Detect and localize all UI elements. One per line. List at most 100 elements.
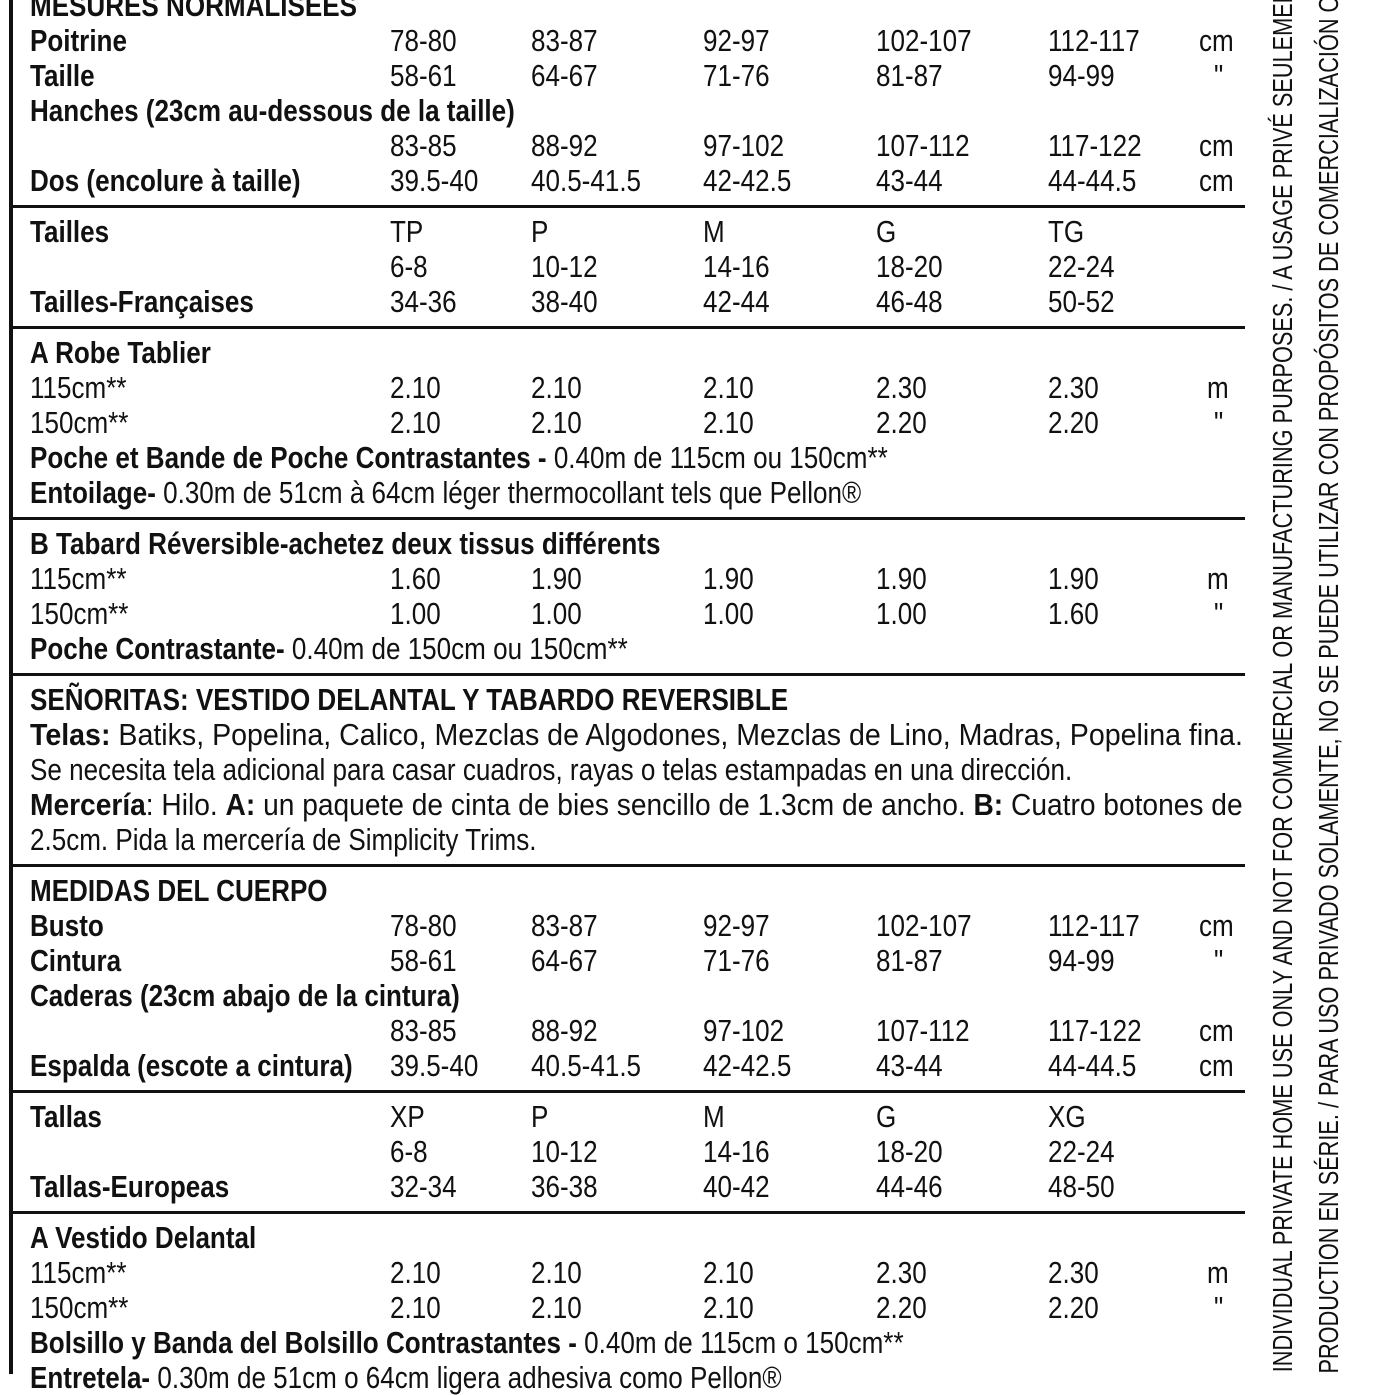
value-cell: 2.10 xyxy=(390,370,450,405)
value-text: 44-44.5 xyxy=(1048,1048,1137,1083)
table-row: Telas: Batiks, Popelina, Calico, Mezclas… xyxy=(12,717,1245,752)
text: 115cm** xyxy=(30,561,127,596)
bold-text: Poche Contrastante- xyxy=(30,631,292,666)
value-text: 83-85 xyxy=(390,1013,457,1048)
value-cell: 2.10 xyxy=(390,405,450,440)
row-label-text: Tailles xyxy=(30,214,109,249)
value-cell: 97-102 xyxy=(703,128,800,163)
value-cell: 2.30 xyxy=(876,1255,936,1290)
value-cell: XG xyxy=(1048,1099,1093,1134)
value-text: 83-87 xyxy=(531,23,598,58)
value-cell: 2.20 xyxy=(876,405,936,440)
value-text: 44-46 xyxy=(876,1169,943,1204)
row-label: 115cm** xyxy=(30,370,145,405)
unit-cell: " xyxy=(1198,405,1242,440)
value-text: 64-67 xyxy=(531,943,598,978)
section: A Vestido Delantal 115cm** 2.10 2.10 2.10 2.3… xyxy=(12,1211,1245,1395)
bold-text: Cintura xyxy=(30,943,122,978)
row-label-text: Poche et Bande de Poche Contrastantes - … xyxy=(30,440,888,475)
row-label-text: Dos (encolure à taille) xyxy=(30,163,301,198)
value-text: 1.90 xyxy=(1048,561,1099,596)
text: un paquete de cinta de bies sencillo de … xyxy=(255,787,974,822)
value-cell: 58-61 xyxy=(390,58,469,93)
unit-text: " xyxy=(1214,1290,1224,1325)
value-text: 71-76 xyxy=(703,943,770,978)
value-cell: 71-76 xyxy=(703,58,782,93)
row-label: Taille xyxy=(30,58,107,93)
value-text: 40-42 xyxy=(703,1169,770,1204)
bold-text: SEÑORITAS: VESTIDO DELANTAL Y TABARDO RE… xyxy=(30,682,789,717)
value-cell: 18-20 xyxy=(876,1134,955,1169)
table-row: Busto 78-80 83-87 92-97 102-107 112-117 cm xyxy=(12,908,1245,943)
value-cell: 38-40 xyxy=(531,284,610,319)
bold-text: Busto xyxy=(30,908,104,943)
value-cell: 97-102 xyxy=(703,1013,800,1048)
unit-cell: cm xyxy=(1198,908,1242,943)
table-row: 2.5cm. Pida la mercería de Simplicity Tr… xyxy=(12,822,1245,857)
unit-cell: cm xyxy=(1198,128,1242,163)
text: 150cm** xyxy=(30,596,129,631)
value-cell: 81-87 xyxy=(876,58,955,93)
table-row: Poitrine 78-80 83-87 92-97 102-107 112-117 cm xyxy=(12,23,1245,58)
row-label: MEDIDAS DEL CUERPO xyxy=(30,873,384,908)
value-text: 22-24 xyxy=(1048,1134,1115,1169)
table-row: B Tabard Réversible-achetez deux tissus … xyxy=(12,526,1245,561)
value-text: 18-20 xyxy=(876,1134,943,1169)
row-label: Busto xyxy=(30,908,118,943)
value-cell: 2.10 xyxy=(531,370,591,405)
value-text: 107-112 xyxy=(876,128,970,163)
table-row: 150cm** 2.10 2.10 2.10 2.20 2.20 " xyxy=(12,1290,1245,1325)
value-text: 2.30 xyxy=(1048,1255,1099,1290)
value-text: XP xyxy=(390,1099,425,1134)
bold-text: Caderas (23cm abajo de la cintura) xyxy=(30,978,460,1013)
value-text: 117-122 xyxy=(1048,128,1142,163)
unit-text: m xyxy=(1207,561,1229,596)
row-label: Cintura xyxy=(30,943,139,978)
value-cell: 58-61 xyxy=(390,943,469,978)
bold-text: Hanches (23cm au-dessous de la taille) xyxy=(30,93,515,128)
row-label-text: Hanches (23cm au-dessous de la taille) xyxy=(30,93,515,128)
row-label-text: Entretela- 0.30m de 51cm o 64cm ligera a… xyxy=(30,1360,782,1395)
value-text: 42-44 xyxy=(703,284,770,319)
value-cell: 88-92 xyxy=(531,128,610,163)
row-label-text: 115cm** xyxy=(30,561,126,596)
row-label: Mercería: Hilo. A: un paquete de cinta d… xyxy=(30,787,1366,822)
value-text: 50-52 xyxy=(1048,284,1115,319)
bold-text: Tallas-Europeas xyxy=(30,1169,230,1204)
row-label: Hanches (23cm au-dessous de la taille) xyxy=(30,93,607,128)
value-cell: 1.90 xyxy=(876,561,936,596)
value-cell: 83-85 xyxy=(390,128,469,163)
value-cell: XP xyxy=(390,1099,431,1134)
value-text: 48-50 xyxy=(1048,1169,1115,1204)
row-label: Telas: Batiks, Popelina, Calico, Mezclas… xyxy=(30,717,1346,752)
value-cell: 10-12 xyxy=(531,249,610,284)
value-cell: M xyxy=(703,1099,729,1134)
value-cell: 92-97 xyxy=(703,23,782,58)
value-cell: 2.30 xyxy=(1048,1255,1108,1290)
value-text: 112-117 xyxy=(1048,908,1140,943)
value-cell: 107-112 xyxy=(876,1013,987,1048)
row-label: 150cm** xyxy=(30,405,147,440)
value-cell: 18-20 xyxy=(876,249,955,284)
value-text: M xyxy=(703,1099,725,1134)
value-text: 2.30 xyxy=(876,1255,927,1290)
value-text: 81-87 xyxy=(876,58,943,93)
value-cell: 92-97 xyxy=(703,908,782,943)
value-cell: 2.10 xyxy=(390,1290,450,1325)
value-cell: 1.60 xyxy=(1048,596,1108,631)
section: MEDIDAS DEL CUERPO Busto 78-80 83-87 92-97 10… xyxy=(12,864,1245,1083)
table-row: 150cm** 2.10 2.10 2.10 2.20 2.20 " xyxy=(12,405,1245,440)
value-cell: 44-44.5 xyxy=(1048,163,1153,198)
value-cell: 34-36 xyxy=(390,284,469,319)
value-text: 2.20 xyxy=(876,1290,927,1325)
bold-text: Espalda (escote a cintura) xyxy=(30,1048,353,1083)
row-label-text: Busto xyxy=(30,908,104,943)
table-row: Cintura 58-61 64-67 71-76 81-87 94-99 " xyxy=(12,943,1245,978)
row-label-text: Poitrine xyxy=(30,23,127,58)
bold-text: A Vestido Delantal xyxy=(30,1220,257,1255)
value-cell: 1.90 xyxy=(531,561,591,596)
table-row: Entretela- 0.30m de 51cm o 64cm ligera a… xyxy=(12,1360,1245,1395)
row-label: Tallas xyxy=(30,1099,116,1134)
value-cell: 36-38 xyxy=(531,1169,610,1204)
value-cell: TP xyxy=(390,214,430,249)
